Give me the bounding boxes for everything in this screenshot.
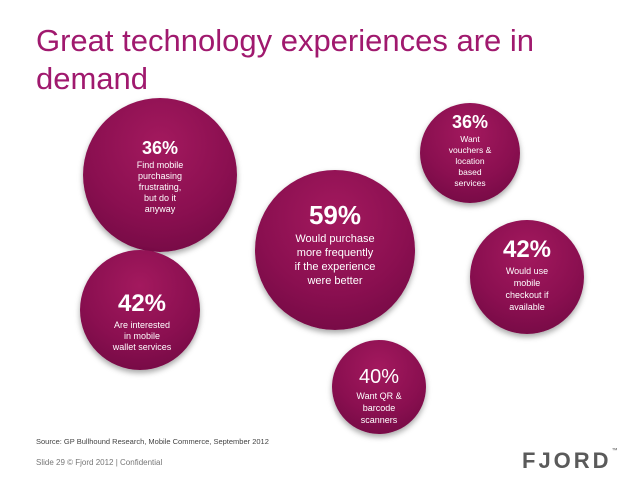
bubble-value-label: 36% bbox=[451, 112, 489, 132]
bubble-mobile-wallet-text: 42% Are interested in mobile wallet serv… bbox=[100, 292, 184, 353]
slide-footer: Slide 29 © Fjord 2012 | Confidential bbox=[36, 458, 163, 467]
bubble-description: Are interested in mobile wallet services bbox=[112, 320, 172, 352]
bubble-description: Want vouchers & location based services bbox=[448, 134, 492, 188]
bubble-qr-barcode bbox=[332, 340, 426, 434]
bubble-description: Would use mobile checkout if available bbox=[505, 266, 549, 312]
bubble-want-vouchers bbox=[420, 103, 520, 203]
trademark-mark: ™ bbox=[611, 448, 618, 454]
page-title: Great technology experiences are in dema… bbox=[36, 23, 535, 96]
bubble-would-purchase-more bbox=[255, 170, 415, 330]
bubble-value-label: 40% bbox=[358, 366, 400, 388]
logo-text: FJORD bbox=[522, 448, 612, 473]
bubble-mobile-wallet bbox=[80, 250, 200, 370]
bubble-find-mobile-purchasing bbox=[83, 98, 237, 252]
bubble-description: Find mobile purchasing frustrating, but … bbox=[136, 160, 184, 214]
bubble-find-mobile-purchasing-text: 36% Find mobile purchasing frustrating, … bbox=[120, 139, 200, 215]
source-note: Source: GP Bullhound Research, Mobile Co… bbox=[36, 437, 269, 446]
bubble-description: Would purchase more frequently if the ex… bbox=[294, 233, 376, 287]
fjord-logo: FJORD™ bbox=[522, 448, 618, 474]
bubble-want-vouchers-text: 36% Want vouchers & location based servi… bbox=[440, 113, 500, 189]
bubble-would-use-mobile-checkout bbox=[470, 220, 584, 334]
bubble-description: Want QR & barcode scanners bbox=[356, 391, 402, 425]
bubble-qr-barcode-text: 40% Want QR & barcode scanners bbox=[342, 367, 416, 426]
bubble-value-label: 42% bbox=[117, 290, 167, 317]
bubble-value-label: 59% bbox=[308, 200, 362, 230]
bubble-would-use-mobile-checkout-text: 42% Would use mobile checkout if availab… bbox=[487, 238, 567, 313]
bubble-would-purchase-more-text: 59% Would purchase more frequently if th… bbox=[270, 202, 400, 288]
bubble-value-label: 36% bbox=[141, 138, 179, 158]
bubble-value-label: 42% bbox=[502, 236, 552, 263]
